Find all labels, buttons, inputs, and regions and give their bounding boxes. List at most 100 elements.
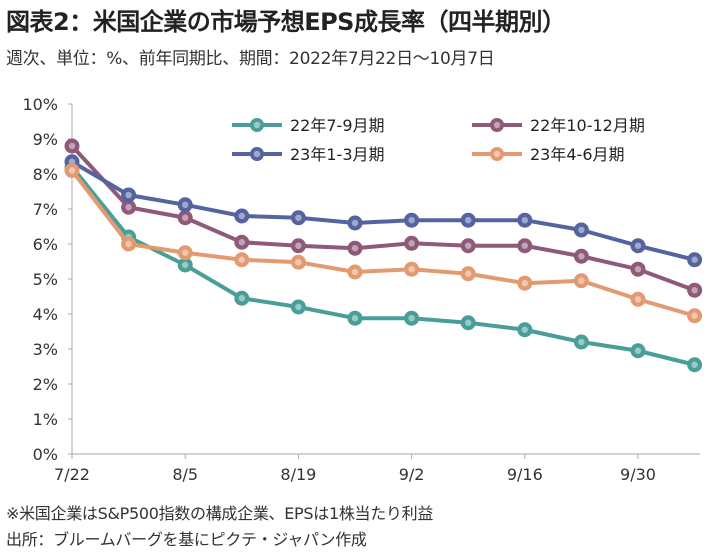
data-point bbox=[347, 240, 363, 256]
data-point-highlight bbox=[691, 287, 698, 294]
data-point-highlight bbox=[465, 319, 472, 326]
data-point-highlight bbox=[351, 268, 359, 276]
data-point bbox=[177, 245, 193, 261]
data-point-highlight bbox=[691, 256, 698, 263]
data-point bbox=[290, 210, 306, 226]
legend-label: 22年10-12月期 bbox=[530, 116, 645, 135]
data-point-highlight bbox=[634, 266, 642, 273]
data-point-highlight bbox=[182, 249, 189, 256]
data-point bbox=[347, 310, 363, 326]
y-tick-label: 6% bbox=[33, 235, 58, 254]
y-tick-label: 2% bbox=[33, 375, 58, 394]
data-point-highlight bbox=[578, 226, 585, 234]
data-point bbox=[64, 138, 80, 154]
legend-marker-highlight bbox=[493, 121, 501, 129]
x-tick-label: 9/30 bbox=[620, 465, 656, 484]
y-tick-label: 10% bbox=[22, 95, 58, 114]
data-point bbox=[404, 261, 420, 277]
data-point-highlight bbox=[125, 204, 132, 211]
x-tick-label: 9/16 bbox=[507, 465, 543, 484]
data-point-highlight bbox=[238, 256, 245, 263]
data-point bbox=[630, 291, 646, 307]
legend-marker bbox=[490, 147, 504, 161]
data-point bbox=[404, 212, 420, 228]
data-point bbox=[404, 235, 420, 251]
x-tick-label: 9/2 bbox=[399, 465, 425, 484]
chart-subtitle: 週次、単位：%、前年同期比、期間：2022年7月22日～10月7日 bbox=[6, 49, 495, 69]
data-point bbox=[460, 315, 476, 331]
data-point bbox=[573, 334, 589, 350]
data-point-highlight bbox=[295, 259, 302, 266]
data-point bbox=[121, 187, 137, 203]
x-tick-label: 8/5 bbox=[172, 465, 198, 484]
data-point bbox=[460, 266, 476, 282]
chart-title: 図表2：米国企業の市場予想EPS成長率（四半期別） bbox=[6, 8, 566, 36]
data-point-highlight bbox=[465, 242, 472, 249]
data-point-highlight bbox=[408, 217, 415, 224]
data-point bbox=[234, 252, 250, 268]
data-point-highlight bbox=[295, 214, 302, 221]
chart-series bbox=[64, 138, 703, 373]
data-point bbox=[121, 236, 137, 252]
y-tick-label: 3% bbox=[33, 340, 58, 359]
y-tick-label: 8% bbox=[33, 165, 58, 184]
legend-marker-highlight bbox=[253, 121, 261, 129]
chart-legend: 22年7-9月期 22年10-12月期 23年1-3月期 23年4-6月期 bbox=[232, 116, 645, 164]
data-point bbox=[234, 208, 250, 224]
data-point-highlight bbox=[182, 214, 189, 221]
data-point-highlight bbox=[634, 296, 642, 303]
data-point-highlight bbox=[521, 242, 528, 249]
legend-label: 22年7-9月期 bbox=[290, 116, 385, 135]
data-point-highlight bbox=[351, 219, 359, 227]
data-point-highlight bbox=[521, 280, 528, 287]
y-tick-label: 9% bbox=[33, 130, 58, 149]
data-point bbox=[687, 282, 703, 298]
data-point bbox=[517, 275, 533, 291]
data-point-highlight bbox=[68, 167, 76, 174]
data-point bbox=[290, 299, 306, 315]
data-point bbox=[64, 163, 80, 178]
data-point-highlight bbox=[408, 240, 415, 247]
data-point-highlight bbox=[238, 212, 245, 220]
y-tick-label: 0% bbox=[33, 445, 58, 464]
series-line-4 bbox=[70, 169, 696, 318]
data-point bbox=[573, 273, 589, 289]
legend-marker-highlight bbox=[493, 150, 501, 158]
data-point bbox=[234, 234, 250, 250]
data-point bbox=[630, 238, 646, 254]
x-tick-label: 7/22 bbox=[54, 465, 90, 484]
data-point bbox=[630, 261, 646, 277]
data-point-highlight bbox=[521, 326, 528, 333]
data-point-highlight bbox=[351, 315, 359, 322]
data-point-highlight bbox=[408, 315, 415, 322]
data-point bbox=[517, 238, 533, 254]
data-point bbox=[404, 310, 420, 326]
chart-axes: 0% 1% 2% 3% 4% 5% 6% 7% 8% 9% 10% 7/22 8/5 8/19 9/2 9/1… bbox=[22, 95, 700, 484]
data-point bbox=[687, 252, 703, 268]
data-point bbox=[517, 322, 533, 338]
data-point bbox=[177, 197, 193, 213]
x-tick-label: 8/19 bbox=[280, 465, 316, 484]
data-point-highlight bbox=[634, 242, 642, 249]
data-point bbox=[630, 343, 646, 359]
y-tick-label: 7% bbox=[33, 200, 58, 219]
data-point-highlight bbox=[634, 347, 642, 354]
data-point-highlight bbox=[295, 242, 302, 249]
data-point bbox=[460, 238, 476, 254]
data-point bbox=[347, 215, 363, 231]
data-point-highlight bbox=[238, 239, 245, 246]
data-point-highlight bbox=[578, 277, 585, 284]
data-point-highlight bbox=[408, 266, 415, 273]
legend-marker-highlight bbox=[253, 150, 261, 158]
y-tick-label: 1% bbox=[33, 410, 58, 429]
series-line-3 bbox=[70, 160, 696, 262]
y-tick-label: 4% bbox=[33, 305, 58, 324]
data-point bbox=[573, 248, 589, 264]
data-point-highlight bbox=[125, 240, 132, 248]
data-point bbox=[460, 212, 476, 228]
data-point-highlight bbox=[295, 303, 302, 311]
data-point bbox=[290, 238, 306, 254]
data-point bbox=[687, 357, 703, 373]
data-point-highlight bbox=[238, 295, 245, 302]
